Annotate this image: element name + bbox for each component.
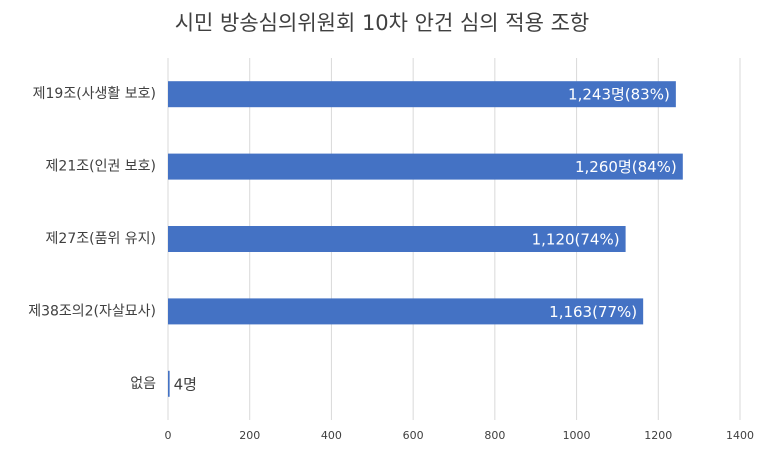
x-tick-label: 800 bbox=[484, 429, 505, 442]
x-tick-label: 1400 bbox=[726, 429, 754, 442]
y-tick-label: 제21조(인권 보호) bbox=[46, 159, 156, 175]
x-tick-label: 400 bbox=[321, 429, 342, 442]
x-tick-label: 1200 bbox=[644, 429, 672, 442]
y-tick-label: 제38조의2(자살묘사) bbox=[28, 303, 156, 319]
x-tick-label: 1000 bbox=[563, 429, 591, 442]
data-label: 1,120(74%) bbox=[532, 231, 620, 249]
data-label: 1,243명(83%) bbox=[568, 86, 670, 104]
x-tick-label: 0 bbox=[165, 429, 172, 442]
data-label: 1,260명(84%) bbox=[575, 158, 677, 176]
chart-title: 시민 방송심의위원회 10차 안건 심의 적용 조항 bbox=[175, 11, 590, 35]
bar bbox=[168, 81, 676, 108]
y-tick-label: 없음 bbox=[130, 376, 156, 392]
bar bbox=[168, 370, 170, 397]
bar bbox=[168, 153, 683, 180]
data-label: 1,163(77%) bbox=[549, 303, 637, 321]
bar bbox=[168, 298, 644, 325]
x-tick-label: 200 bbox=[239, 429, 260, 442]
data-label: 4명 bbox=[174, 375, 197, 393]
y-tick-label: 제19조(사생활 보호) bbox=[33, 86, 156, 102]
x-tick-label: 600 bbox=[403, 429, 424, 442]
bar bbox=[168, 226, 626, 252]
y-tick-label: 제27조(품위 유지) bbox=[46, 231, 156, 247]
